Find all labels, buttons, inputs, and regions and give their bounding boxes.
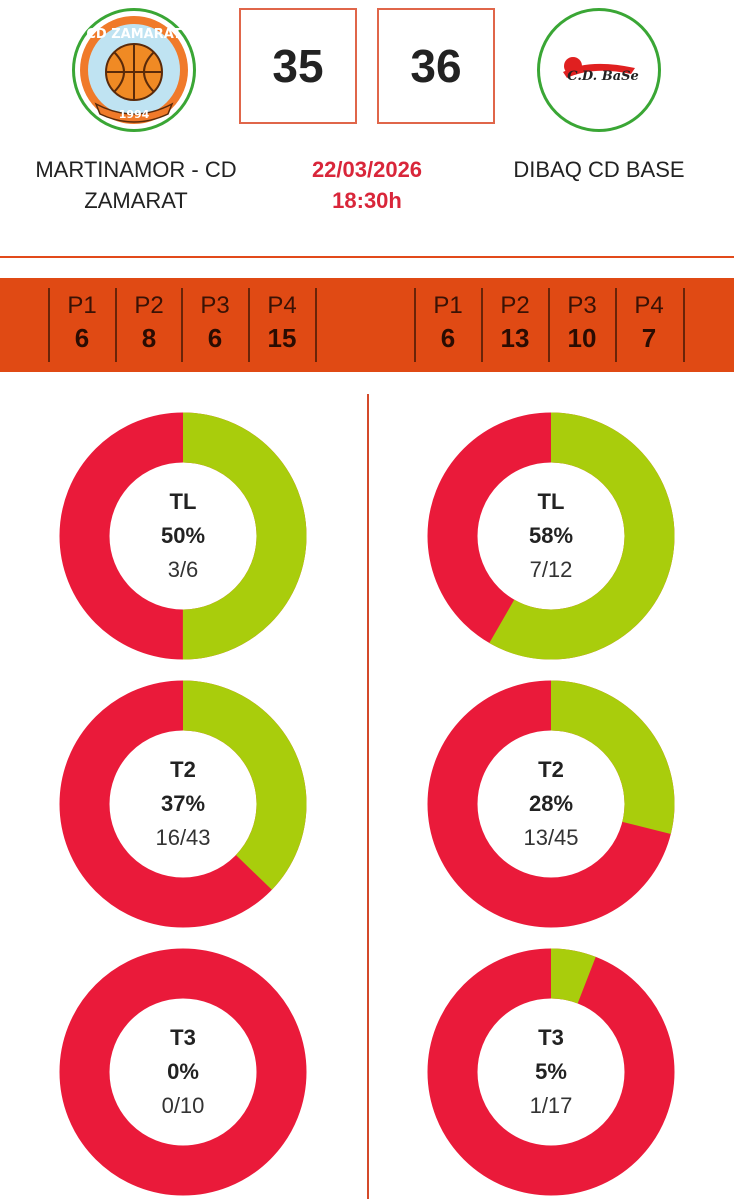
quarter-label: P1 <box>67 292 97 319</box>
home-quarter-2: P2 8 <box>117 290 181 354</box>
match-datetime: 22/03/2026 18:30h <box>267 154 467 216</box>
missed-shots-arc <box>59 948 307 1196</box>
donut-chart <box>59 948 307 1196</box>
donut-chart <box>427 412 675 660</box>
made-shots-arc <box>427 680 675 928</box>
away-team-logo[interactable]: C.D. BaSe <box>537 8 661 132</box>
quarter-value: 6 <box>440 323 456 353</box>
quarter-label: P2 <box>500 292 530 319</box>
home-donut-tl: TL 50% 3/6 <box>58 411 308 661</box>
quarter-label: P3 <box>200 292 230 319</box>
quarter-separator <box>615 288 617 362</box>
away-donut-t3: T3 5% 1/17 <box>426 947 676 1197</box>
away-team-crest: C.D. BaSe <box>563 57 639 84</box>
away-donut-t2: T2 28% 13/45 <box>426 679 676 929</box>
made-shots-arc <box>59 680 307 928</box>
home-team-crest: CD ZAMARAT 1994 <box>80 16 188 124</box>
made-shots-arc <box>59 412 307 660</box>
away-quarter-3: P3 10 <box>550 290 614 354</box>
quarter-scores-band: P1 6 P2 8 P3 6 P4 15 P1 6 P2 13 P3 10 P4… <box>0 278 734 372</box>
match-time: 18:30h <box>332 188 402 213</box>
quarter-value: 8 <box>141 323 157 353</box>
quarter-value: 13 <box>500 323 530 353</box>
home-logo-year: 1994 <box>119 108 150 121</box>
match-date: 22/03/2026 <box>311 157 423 182</box>
away-logo-text: C.D. BaSe <box>567 69 639 84</box>
away-quarter-4: P4 7 <box>617 290 681 354</box>
away-donut-tl: TL 58% 7/12 <box>426 411 676 661</box>
away-quarter-2: P2 13 <box>483 290 547 354</box>
quarter-label: P4 <box>634 292 664 319</box>
quarter-separator <box>248 288 250 362</box>
quarter-label: P1 <box>433 292 463 319</box>
donut-chart <box>427 680 675 928</box>
home-donut-t3: T3 0% 0/10 <box>58 947 308 1197</box>
header-divider <box>0 256 734 258</box>
quarter-separator <box>414 288 416 362</box>
quarter-separator <box>48 288 50 362</box>
home-logo-text: CD ZAMARAT <box>86 27 181 42</box>
quarter-separator <box>181 288 183 362</box>
teams-vertical-divider <box>367 394 369 1199</box>
quarter-separator <box>115 288 117 362</box>
home-quarter-1: P1 6 <box>50 290 114 354</box>
quarter-value: 7 <box>641 323 657 353</box>
quarter-label: P2 <box>134 292 164 319</box>
quarter-value: 6 <box>74 323 90 353</box>
quarter-separator <box>481 288 483 362</box>
donut-chart <box>59 680 307 928</box>
donut-chart <box>427 948 675 1196</box>
quarter-label: P4 <box>267 292 297 319</box>
home-team-name[interactable]: MARTINAMOR - CD ZAMARAT <box>35 157 237 213</box>
quarter-separator <box>548 288 550 362</box>
quarter-separator <box>315 288 317 362</box>
made-shots-arc <box>427 948 675 1196</box>
home-quarter-4: P4 15 <box>250 290 314 354</box>
missed-shots-arc <box>427 948 675 1196</box>
away-score: 36 <box>377 8 495 124</box>
away-quarter-1: P1 6 <box>416 290 480 354</box>
donut-chart <box>59 412 307 660</box>
home-quarter-3: P3 6 <box>183 290 247 354</box>
home-team-logo[interactable]: CD ZAMARAT 1994 <box>72 8 196 132</box>
quarter-separator <box>683 288 685 362</box>
away-team-name[interactable]: DIBAQ CD BASE <box>513 157 685 182</box>
made-shots-arc <box>427 412 675 660</box>
quarter-label: P3 <box>567 292 597 319</box>
quarter-value: 15 <box>267 323 297 353</box>
quarter-value: 10 <box>567 323 597 353</box>
quarter-value: 6 <box>207 323 223 353</box>
home-donut-t2: T2 37% 16/43 <box>58 679 308 929</box>
home-score: 35 <box>239 8 357 124</box>
